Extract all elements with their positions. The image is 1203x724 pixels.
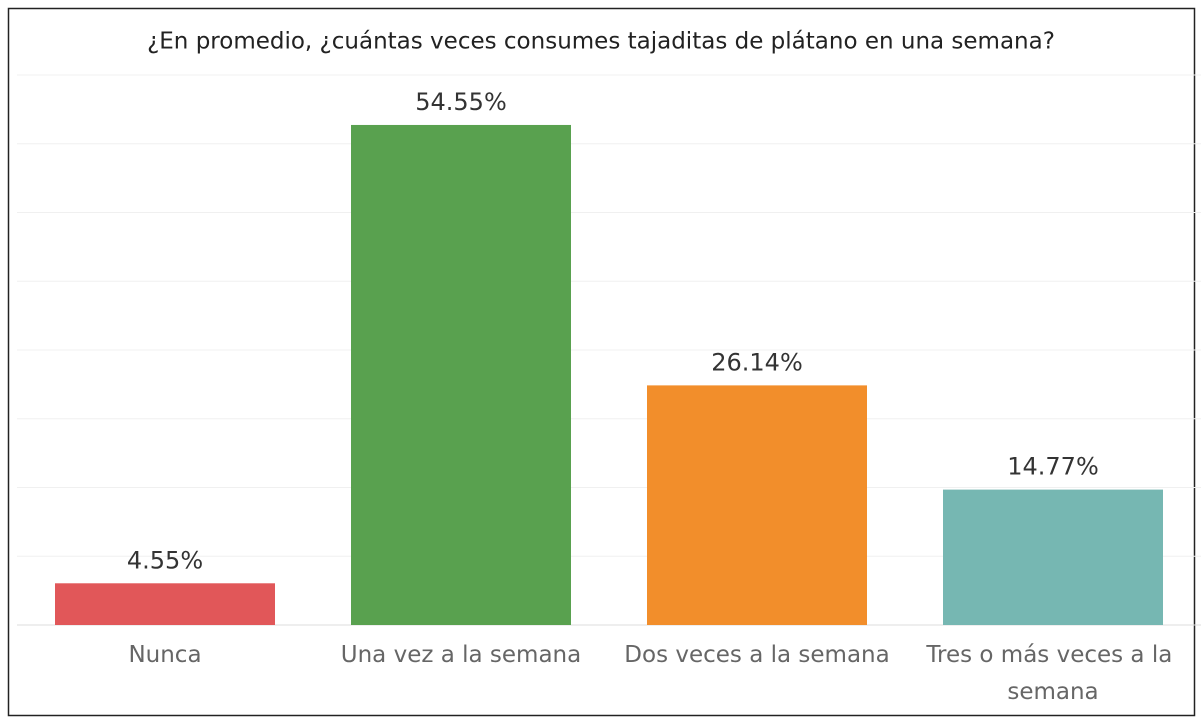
value-label: 26.14% (711, 348, 803, 376)
bar (647, 385, 867, 625)
x-tick-label: Dos veces a la semana (624, 642, 889, 668)
chart-title: ¿En promedio, ¿cuántas veces consumes ta… (147, 29, 1055, 55)
bar (351, 124, 571, 625)
value-label: 54.55% (415, 88, 507, 116)
bar (55, 583, 275, 625)
value-label: 14.77% (1007, 453, 1099, 481)
bar (943, 489, 1163, 625)
x-tick-label: Una vez a la semana (341, 642, 581, 668)
x-tick-label: Nunca (128, 642, 201, 668)
x-tick-label: Tres o más veces a la semana (925, 642, 1179, 705)
value-label: 4.55% (127, 546, 203, 574)
